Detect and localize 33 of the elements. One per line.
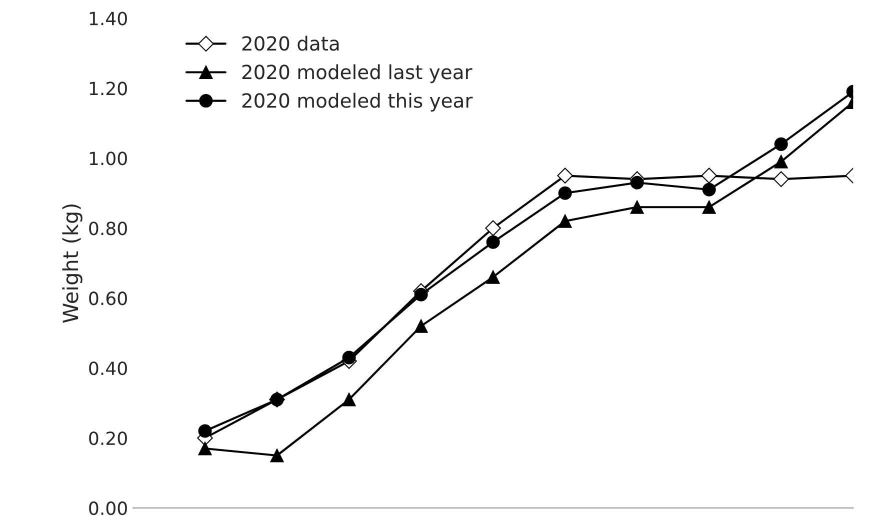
point xyxy=(486,270,500,284)
point xyxy=(198,442,212,456)
point xyxy=(558,186,572,200)
y-tick-label: 0.40 xyxy=(89,362,127,376)
point xyxy=(774,154,788,168)
point xyxy=(270,448,284,462)
point xyxy=(485,220,501,236)
point xyxy=(702,200,716,214)
y-tick-label: 0.60 xyxy=(89,292,127,306)
point xyxy=(774,137,788,151)
point xyxy=(630,200,644,214)
y-tick-label: 0.00 xyxy=(89,501,127,516)
point xyxy=(198,424,212,438)
point xyxy=(558,214,572,228)
legend-label: 2020 data xyxy=(242,36,339,51)
y-axis-title: Weight (kg) xyxy=(62,204,82,323)
point xyxy=(486,235,500,249)
point xyxy=(557,168,573,184)
point xyxy=(701,168,717,184)
point xyxy=(702,182,716,196)
y-tick-label: 1.40 xyxy=(90,12,127,26)
point xyxy=(773,171,789,188)
y-tick-label: 1.20 xyxy=(90,82,127,96)
point xyxy=(342,350,356,364)
point xyxy=(414,288,428,302)
point xyxy=(414,319,428,333)
legend-label: 2020 modeled this year xyxy=(242,92,473,112)
y-tick-label: 1.00 xyxy=(90,152,127,166)
y-tick-label: 0.80 xyxy=(89,222,127,236)
legend-label: 2020 modeled last year xyxy=(242,64,472,84)
point xyxy=(630,176,644,190)
point xyxy=(342,392,356,406)
y-tick-label: 0.20 xyxy=(89,431,127,446)
